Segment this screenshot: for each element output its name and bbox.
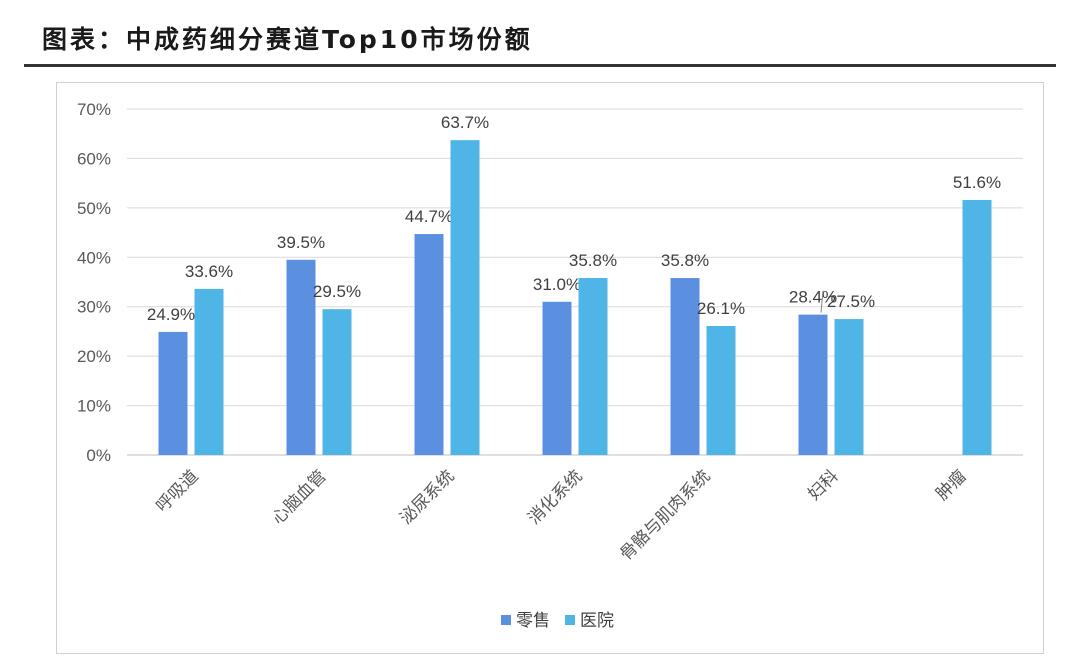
data-label-hospital: 27.5% — [827, 292, 875, 311]
legend-label-hospital: 医院 — [580, 611, 614, 631]
data-label-hospital: 51.6% — [953, 173, 1001, 192]
bar-retail — [414, 234, 444, 455]
data-label-retail: 44.7% — [405, 207, 453, 226]
y-tick-label: 60% — [77, 149, 111, 168]
bar-hospital — [450, 140, 480, 455]
legend-swatch-hospital — [565, 615, 575, 625]
chart-frame: 0% 10% 20% 30% 40% 50% 60% 70% 呼吸道 24.9% 33.6% 心脑血管… — [56, 82, 1044, 654]
data-label-retail: 39.5% — [277, 233, 325, 252]
bar-hospital — [578, 278, 608, 455]
category-label: 消化系统 — [524, 466, 586, 528]
page-title: 图表：中成药细分赛道Top10市场份额 — [42, 25, 533, 54]
bar-hospital — [834, 319, 864, 455]
header-divider — [24, 64, 1056, 67]
bar-hospital — [962, 199, 992, 455]
y-tick-label: 30% — [77, 298, 111, 317]
y-tick-label: 10% — [77, 397, 111, 416]
bar-retail — [286, 259, 316, 455]
data-label-hospital: 33.6% — [185, 262, 233, 281]
y-tick-label: 50% — [77, 199, 111, 218]
category-label: 骨骼与肌肉系统 — [616, 466, 714, 564]
legend-label-retail: 零售 — [516, 611, 550, 631]
data-label-hospital: 63.7% — [441, 113, 489, 132]
bar-retail — [798, 314, 828, 455]
bar-hospital — [322, 309, 352, 455]
bar-hospital — [706, 325, 736, 455]
legend-swatch-retail — [501, 615, 511, 625]
category-label: 呼吸道 — [152, 466, 202, 516]
data-label-hospital: 29.5% — [313, 282, 361, 301]
y-tick-label: 70% — [77, 100, 111, 119]
category-label: 泌尿系统 — [396, 466, 458, 528]
y-tick-label: 0% — [86, 446, 111, 465]
y-tick-label: 40% — [77, 248, 111, 267]
y-tick-label: 20% — [77, 347, 111, 366]
data-label-retail: 31.0% — [533, 275, 581, 294]
category-label: 肿瘤 — [932, 466, 970, 504]
category-label: 妇科 — [804, 466, 842, 504]
bar-hospital — [194, 288, 224, 455]
header: 图表：中成药细分赛道Top10市场份额 — [40, 16, 1040, 60]
label-leader-line — [820, 290, 824, 313]
data-label-retail: 35.8% — [661, 251, 709, 270]
data-label-hospital: 35.8% — [569, 251, 617, 270]
data-label-hospital: 26.1% — [697, 299, 745, 318]
data-label-retail: 28.4% — [789, 288, 837, 307]
category-label: 心脑血管 — [268, 466, 330, 528]
bar-retail — [542, 301, 572, 455]
grouped-bar-chart: 0% 10% 20% 30% 40% 50% 60% 70% 呼吸道 24.9% 33.6% 心脑血管… — [77, 100, 1023, 631]
bar-retail — [670, 278, 700, 455]
data-label-retail: 24.9% — [147, 305, 195, 324]
bar-retail — [158, 331, 188, 455]
